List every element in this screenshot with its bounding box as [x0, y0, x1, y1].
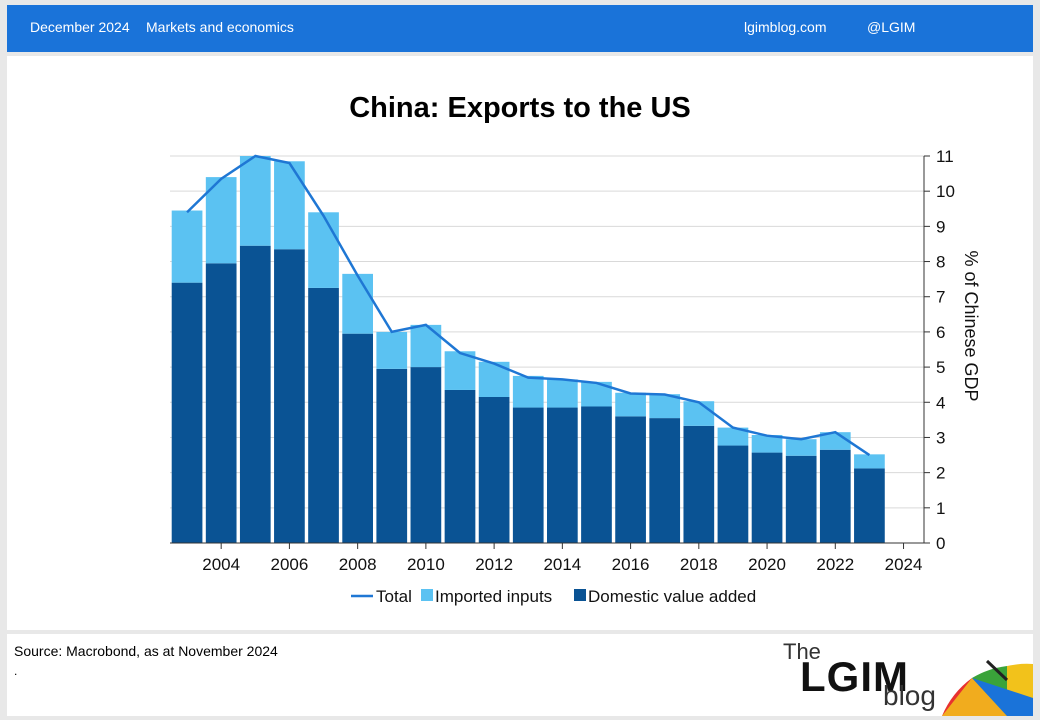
bar-imported-2018 [683, 401, 715, 426]
y-tick-label: 5 [936, 358, 945, 377]
bar-domestic-2017 [649, 418, 681, 543]
bar-imported-2008 [342, 273, 373, 334]
y-tick-label: 8 [936, 253, 945, 272]
legend-imported-swatch [421, 589, 433, 601]
bar-imported-2011 [444, 351, 476, 390]
bar-domestic-2006 [274, 249, 305, 543]
total-line [186, 154, 871, 457]
legend-total-label: Total [376, 587, 412, 606]
header-handle-link[interactable]: @LGIM [867, 19, 916, 35]
bar-imported-2023 [854, 454, 885, 469]
footer: Source: Macrobond, as at November 2024 .… [7, 634, 1033, 716]
x-tick-label: 2006 [270, 555, 308, 574]
bar-domestic-2016 [615, 416, 646, 543]
bar-imported-2013 [512, 375, 544, 408]
chart-title: China: Exports to the US [349, 92, 691, 124]
logo-blog-text: blog [883, 680, 936, 711]
bar-domestic-2015 [581, 406, 612, 543]
bar-domestic-2009 [376, 368, 408, 543]
bar-domestic-2004 [205, 263, 237, 543]
umbrella-logo-icon [942, 659, 1033, 716]
bar-imported-2004 [205, 177, 237, 264]
bar-domestic-2020 [751, 452, 783, 543]
y-tick-label: 0 [936, 534, 945, 553]
bar-domestic-2021 [785, 455, 817, 543]
chart-svg: China: Exports to the US 0 1 2 3 4 5 6 7 8 9 10 11 2… [170, 92, 981, 606]
y-tick-label: 11 [936, 147, 954, 166]
legend-imported-label: Imported inputs [435, 587, 552, 606]
bar-domestic-2007 [308, 287, 339, 543]
legend-domestic-swatch [574, 589, 586, 601]
bar-imported-2020 [751, 434, 783, 453]
bar-domestic-2011 [444, 389, 476, 543]
bar-domestic-2019 [717, 445, 749, 543]
x-tick-label: 2018 [680, 555, 718, 574]
logo-lgim-text: LGIM [800, 653, 909, 700]
y-tick-label: 10 [936, 182, 955, 201]
bar-imported-2006 [274, 161, 305, 250]
chart-panel: China: Exports to the US 0 1 2 3 4 5 6 7 8 9 10 11 2… [7, 56, 1033, 630]
x-tick-label: 2012 [475, 555, 513, 574]
y-tick-label: 9 [936, 217, 945, 236]
bar-domestic-2008 [342, 333, 373, 543]
bar-domestic-2022 [819, 449, 851, 543]
y-tick-label: 2 [936, 464, 945, 483]
bar-imported-2007 [308, 212, 339, 288]
x-tick-label: 2016 [612, 555, 650, 574]
bar-domestic-2003 [171, 282, 203, 543]
y-axis-label: % of Chinese GDP [961, 250, 981, 401]
header-date: December 2024 [30, 19, 130, 35]
bar-domestic-2023 [854, 468, 885, 543]
x-tick-label: 2008 [339, 555, 377, 574]
bar-imported-2019 [717, 427, 749, 446]
bar-domestic-2014 [547, 407, 578, 543]
legend-domestic-label: Domestic value added [588, 587, 756, 606]
x-tick-label: 2020 [748, 555, 786, 574]
x-tick-label: 2024 [885, 555, 923, 574]
y-tick-label: 6 [936, 323, 945, 342]
x-tick-label: 2004 [202, 555, 240, 574]
x-tick-label: 2014 [543, 555, 581, 574]
bar-imported-2005 [239, 156, 271, 246]
header-bar: December 2024 Markets and economics lgim… [7, 5, 1033, 52]
footnote-dot: . [14, 664, 18, 678]
bar-domestic-2018 [683, 425, 715, 543]
y-tick-label: 7 [936, 288, 945, 307]
bar-domestic-2010 [410, 367, 442, 543]
bar-imported-2017 [649, 394, 681, 419]
logo-the-text: The [783, 639, 821, 664]
bar-domestic-2013 [512, 407, 544, 543]
bar-domestic-2012 [478, 396, 510, 543]
header-site-link[interactable]: lgimblog.com [744, 19, 827, 35]
bar-imported-2010 [410, 324, 442, 368]
y-tick-label: 4 [936, 393, 945, 412]
y-tick-label: 1 [936, 499, 945, 518]
bar-domestic-2005 [239, 245, 271, 544]
x-tick-label: 2022 [816, 555, 854, 574]
source-note: Source: Macrobond, as at November 2024 [14, 643, 278, 659]
bar-imported-2016 [615, 392, 646, 417]
bar-imported-2003 [171, 210, 203, 283]
bar-imported-2014 [547, 379, 578, 408]
y-tick-label: 3 [936, 428, 945, 447]
header-category[interactable]: Markets and economics [146, 19, 294, 35]
x-tick-label: 2010 [407, 555, 445, 574]
bar-imported-2021 [785, 439, 817, 456]
bar-imported-2009 [376, 331, 408, 369]
